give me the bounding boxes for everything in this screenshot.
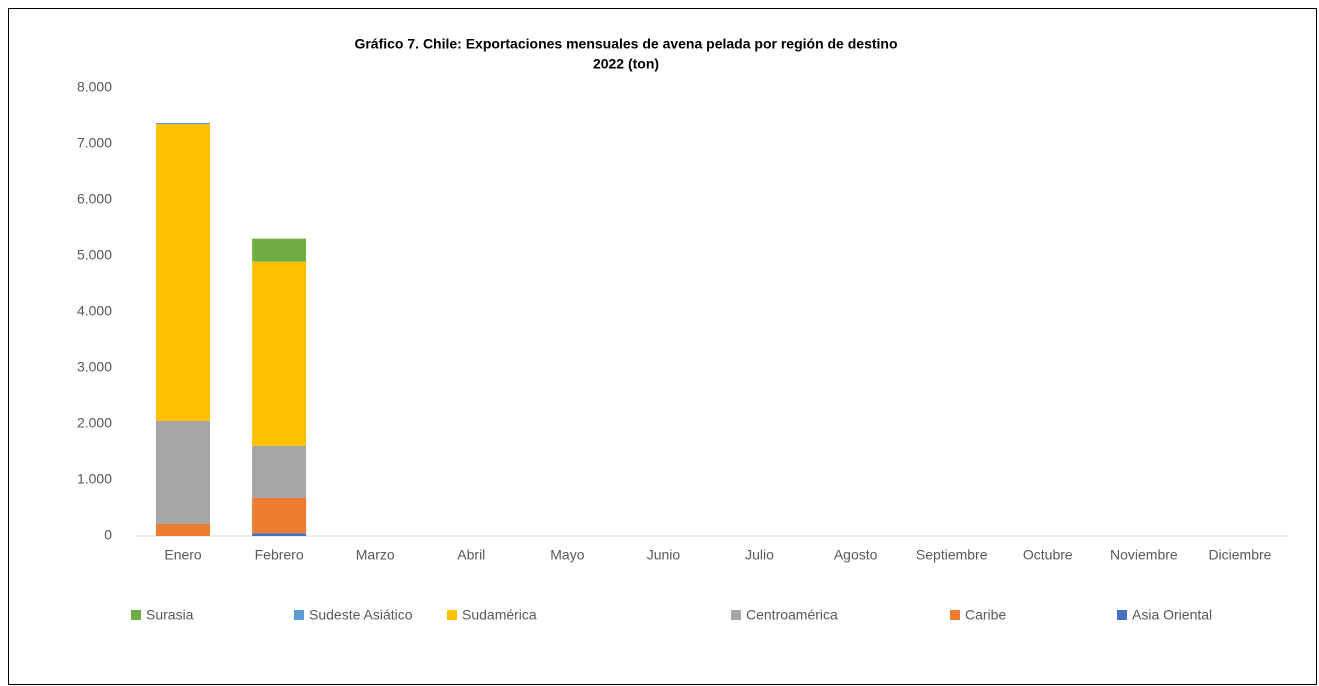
y-tick-label: 5.000: [77, 247, 112, 263]
legend-label: Asia Oriental: [1132, 607, 1212, 623]
x-tick-label: Mayo: [550, 547, 584, 563]
y-tick-label: 3.000: [77, 359, 112, 375]
y-tick-label: 1.000: [77, 471, 112, 487]
bar-segment: [252, 445, 307, 498]
y-tick-label: 8.000: [77, 79, 112, 95]
bar-segment: [252, 497, 307, 534]
x-tick-label: Diciembre: [1208, 547, 1271, 563]
bar-segment: [156, 523, 211, 536]
x-tick-label: Octubre: [1023, 547, 1073, 563]
legend-swatch: [950, 610, 960, 620]
legend-label: Surasia: [146, 607, 194, 623]
x-tick-label: Enero: [164, 547, 202, 563]
chart-border: [8, 8, 1317, 685]
y-tick-label: 7.000: [77, 135, 112, 151]
y-tick-label: 0: [104, 527, 112, 543]
bar-segment: [156, 123, 211, 125]
legend-swatch: [1117, 610, 1127, 620]
bar-segment: [252, 533, 307, 536]
x-tick-label: Noviembre: [1110, 547, 1178, 563]
legend-label: Sudeste Asiático: [309, 607, 413, 623]
legend-swatch: [131, 610, 141, 620]
legend-swatch: [731, 610, 741, 620]
x-tick-label: Septiembre: [916, 547, 988, 563]
y-tick-label: 2.000: [77, 415, 112, 431]
bar-segment: [156, 420, 211, 524]
x-tick-label: Agosto: [834, 547, 878, 563]
x-tick-label: Junio: [647, 547, 681, 563]
legend-swatch: [294, 610, 304, 620]
x-tick-label: Febrero: [255, 547, 304, 563]
bar-segment: [156, 124, 211, 421]
x-tick-label: Marzo: [356, 547, 395, 563]
chart-title: Gráfico 7. Chile: Exportaciones mensuale…: [354, 36, 897, 52]
y-tick-label: 4.000: [77, 303, 112, 319]
x-tick-label: Abril: [457, 547, 485, 563]
y-tick-label: 6.000: [77, 191, 112, 207]
bar-segment: [252, 238, 307, 262]
bar-segment: [252, 261, 307, 446]
legend-swatch: [447, 610, 457, 620]
legend-label: Caribe: [965, 607, 1006, 623]
legend-label: Sudamérica: [462, 607, 537, 623]
chart-subtitle: 2022 (ton): [593, 56, 659, 72]
legend-label: Centroamérica: [746, 607, 838, 623]
x-tick-label: Julio: [745, 547, 774, 563]
